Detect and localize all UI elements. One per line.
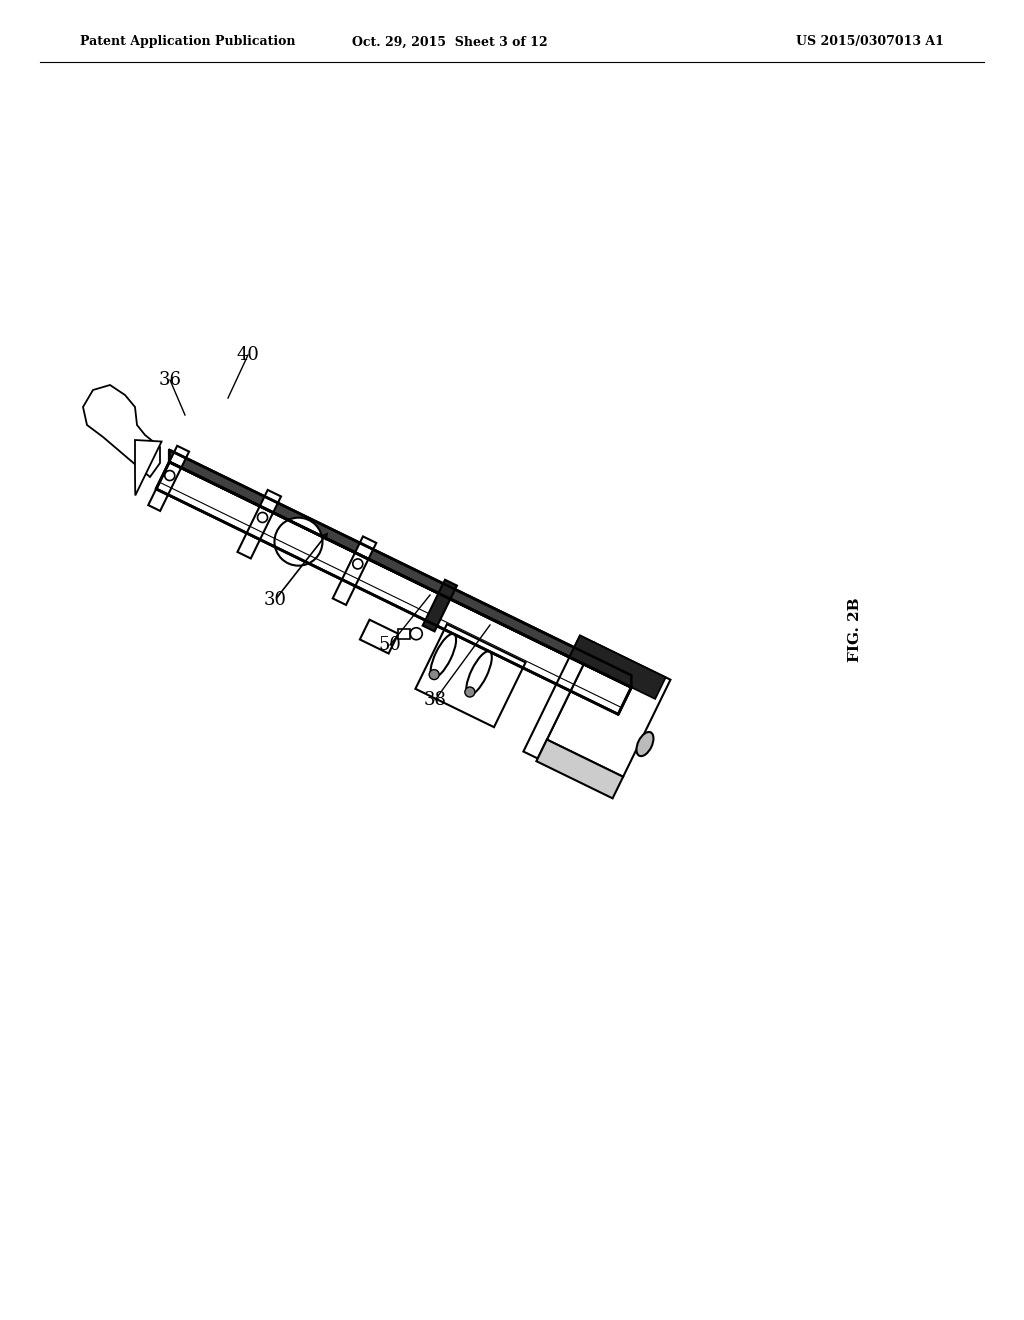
Polygon shape [537, 739, 624, 799]
Ellipse shape [466, 651, 492, 696]
Polygon shape [416, 624, 525, 727]
Text: Oct. 29, 2015  Sheet 3 of 12: Oct. 29, 2015 Sheet 3 of 12 [352, 36, 548, 49]
Polygon shape [569, 635, 666, 700]
Text: FIG. 2B: FIG. 2B [848, 598, 862, 663]
Polygon shape [135, 440, 162, 495]
Circle shape [429, 669, 439, 680]
Polygon shape [523, 635, 594, 759]
Text: Patent Application Publication: Patent Application Publication [80, 36, 296, 49]
Text: 50: 50 [379, 636, 401, 653]
Polygon shape [83, 385, 160, 477]
Text: 36: 36 [159, 371, 181, 389]
Text: 40: 40 [237, 346, 259, 364]
Text: 30: 30 [263, 591, 287, 609]
Polygon shape [398, 628, 411, 639]
Polygon shape [359, 619, 398, 653]
Circle shape [165, 470, 175, 480]
Text: US 2015/0307013 A1: US 2015/0307013 A1 [796, 36, 944, 49]
Polygon shape [333, 536, 376, 605]
Ellipse shape [431, 634, 456, 677]
Circle shape [353, 558, 362, 569]
Polygon shape [169, 450, 632, 688]
Circle shape [465, 686, 475, 697]
Text: 38: 38 [424, 690, 446, 709]
Polygon shape [423, 579, 457, 631]
Polygon shape [238, 490, 281, 558]
Polygon shape [156, 462, 632, 714]
Polygon shape [547, 643, 671, 776]
Circle shape [411, 628, 422, 640]
Circle shape [274, 517, 323, 566]
Polygon shape [148, 446, 189, 511]
Circle shape [257, 512, 267, 523]
Ellipse shape [637, 733, 653, 756]
